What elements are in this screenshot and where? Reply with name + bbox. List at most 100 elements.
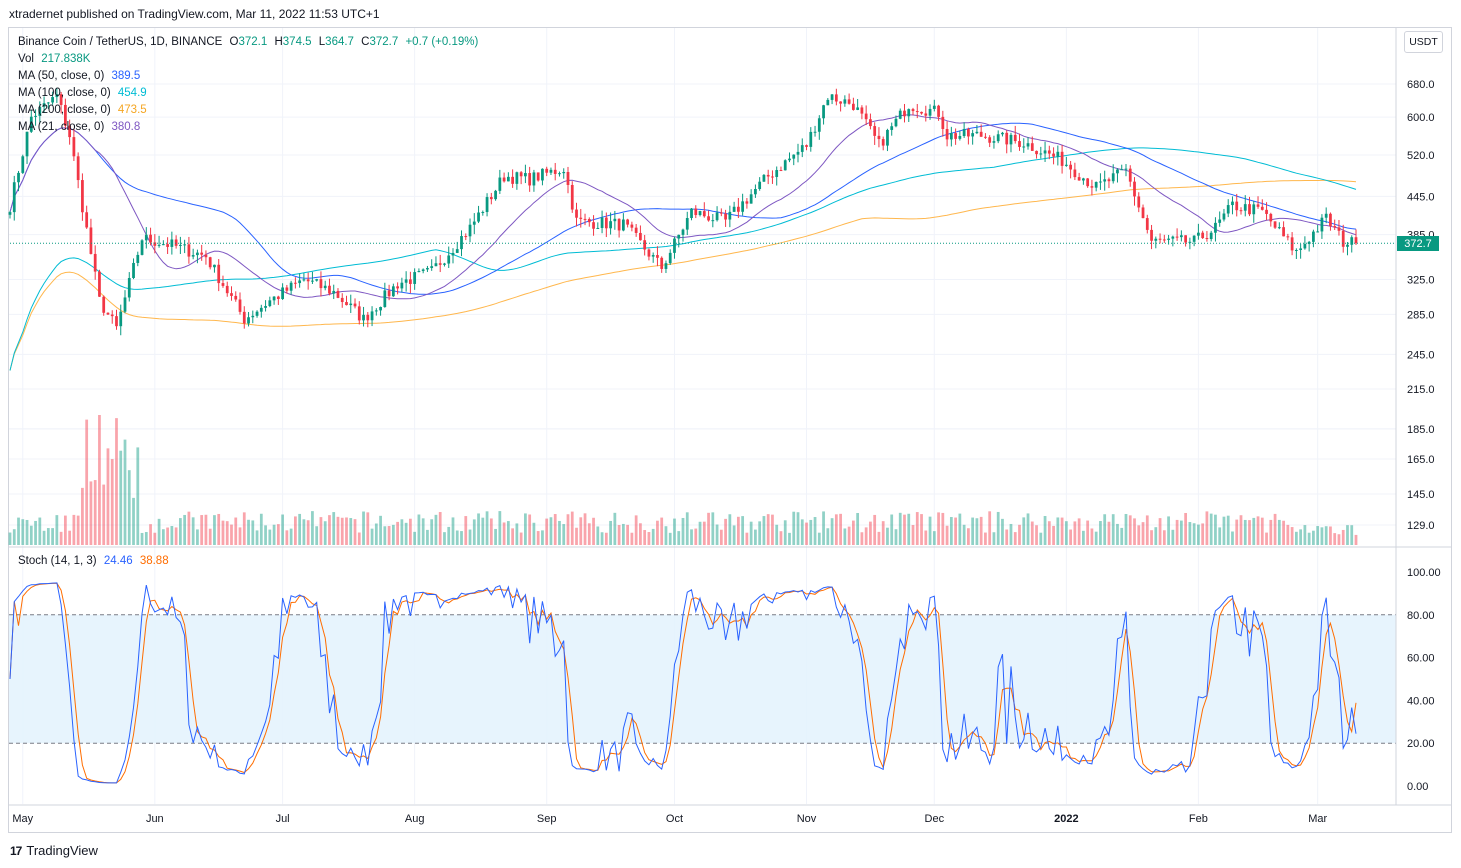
volume-bar <box>558 520 561 545</box>
candle-body <box>860 107 864 114</box>
candle-body <box>617 218 621 231</box>
volume-bar <box>643 530 647 545</box>
candle-body <box>515 172 519 184</box>
candle-body <box>1277 227 1281 229</box>
volume-bar <box>302 519 306 545</box>
candle-body <box>213 264 216 268</box>
volume-bar <box>489 518 493 545</box>
volume-bar <box>477 513 480 545</box>
volume-bar <box>336 516 340 545</box>
candle-body <box>38 106 42 116</box>
time-axis[interactable]: May Jun Jul Aug Sep Oct Nov Dec 2022 Feb Mar <box>12 813 1327 825</box>
volume-bar <box>1111 514 1115 545</box>
volume-bar <box>161 529 165 545</box>
volume-bar <box>690 529 693 545</box>
volume-bar <box>1214 514 1217 545</box>
candle-body <box>856 107 860 110</box>
volume-bar <box>136 447 140 545</box>
volume-bar <box>340 517 344 545</box>
candle-body <box>711 220 715 222</box>
last-price-tag: 372.7 <box>1397 236 1439 252</box>
volume-bar <box>1329 526 1332 545</box>
volume-bar <box>1047 521 1051 545</box>
candle-body <box>664 263 668 269</box>
tradingview-logo[interactable]: 17 TradingView <box>10 843 98 858</box>
candle-body <box>409 279 412 284</box>
candle-body <box>183 244 187 246</box>
candle-body <box>1222 213 1226 220</box>
open-value: 372.1 <box>238 36 268 48</box>
ma50-legend[interactable]: MA (50, close, 0) 389.5 <box>18 68 144 84</box>
candle-body <box>1162 239 1166 241</box>
candle-body <box>178 244 182 246</box>
volume-bar <box>949 517 953 545</box>
candle-body <box>962 128 966 137</box>
candle-body <box>1341 230 1345 247</box>
volume-bar <box>247 519 250 545</box>
volume-bar <box>255 530 259 545</box>
volume-bar <box>707 512 710 545</box>
symbol-legend[interactable]: Binance Coin / TetherUS, 1D, BINANCE O37… <box>18 34 482 50</box>
candle-body <box>153 242 157 246</box>
candle-body <box>1073 169 1077 178</box>
volume-bar <box>494 528 497 545</box>
volume-bar <box>817 532 821 545</box>
stoch-legend[interactable]: Stoch (14, 1, 3) 24.46 38.88 <box>18 553 173 569</box>
candle-body <box>34 115 37 117</box>
candle-body <box>847 99 851 104</box>
volume-bar <box>285 530 289 545</box>
ma100-legend[interactable]: MA (100, close, 0) 454.9 <box>18 85 151 101</box>
candle-body <box>634 227 638 233</box>
candle-body <box>1120 169 1124 171</box>
candle-body <box>647 249 651 257</box>
candle-body <box>391 286 395 297</box>
volume-bar <box>434 514 438 545</box>
volume-bar <box>1205 511 1209 545</box>
volume-bar <box>1073 521 1077 545</box>
currency-button[interactable]: USDT <box>1404 31 1443 53</box>
candle-body <box>681 229 685 235</box>
candle-body <box>443 263 446 265</box>
candle-body <box>187 244 191 257</box>
stoch-tick-label: 40.00 <box>1407 695 1435 707</box>
stoch-axis[interactable]: 100.00 80.00 60.00 40.00 20.00 0.00 <box>1407 567 1441 793</box>
volume-bar <box>1009 523 1013 545</box>
volume-bar <box>1201 523 1205 545</box>
price-tick-label: 145.0 <box>1407 489 1435 501</box>
candle-body <box>1128 168 1132 182</box>
ma21-legend[interactable]: MA (21, close, 0) 380.8 <box>18 119 144 135</box>
volume-bar <box>660 517 664 545</box>
volume-bar <box>719 529 723 545</box>
tradingview-logo-icon: 17 <box>10 843 22 858</box>
candle-body <box>779 170 783 172</box>
ma200-legend[interactable]: MA (200, close, 0) 473.5 <box>18 102 151 118</box>
volume-bar <box>1269 519 1273 545</box>
candle-body <box>196 252 199 256</box>
volume-bar <box>443 532 446 545</box>
volume-legend[interactable]: Vol 217.838K <box>18 51 94 67</box>
candle-body <box>677 234 681 239</box>
stoch-tick-label: 80.00 <box>1407 610 1435 622</box>
candle-body <box>541 168 544 181</box>
volume-bar <box>1107 521 1111 545</box>
volume-bar <box>328 515 331 545</box>
volume-bar <box>984 532 987 545</box>
candle-body <box>1056 151 1060 157</box>
volume-bar <box>460 531 463 545</box>
candle-body <box>524 173 527 177</box>
candle-body <box>400 282 404 289</box>
candle-body <box>558 173 561 175</box>
candle-body <box>745 201 749 204</box>
volume-bar <box>958 513 962 545</box>
candle-body <box>289 282 293 291</box>
low-label: L <box>318 36 326 48</box>
candle-body <box>702 211 706 217</box>
price-axis[interactable]: 680.0600.0520.0445.0385.0325.0285.0245.0… <box>1407 79 1435 532</box>
volume-bar <box>609 520 612 545</box>
volume-bar <box>153 532 157 545</box>
high-label: H <box>274 36 283 48</box>
volume-bar <box>928 516 932 545</box>
volume-bar <box>528 514 532 545</box>
candle-body <box>1218 219 1222 223</box>
